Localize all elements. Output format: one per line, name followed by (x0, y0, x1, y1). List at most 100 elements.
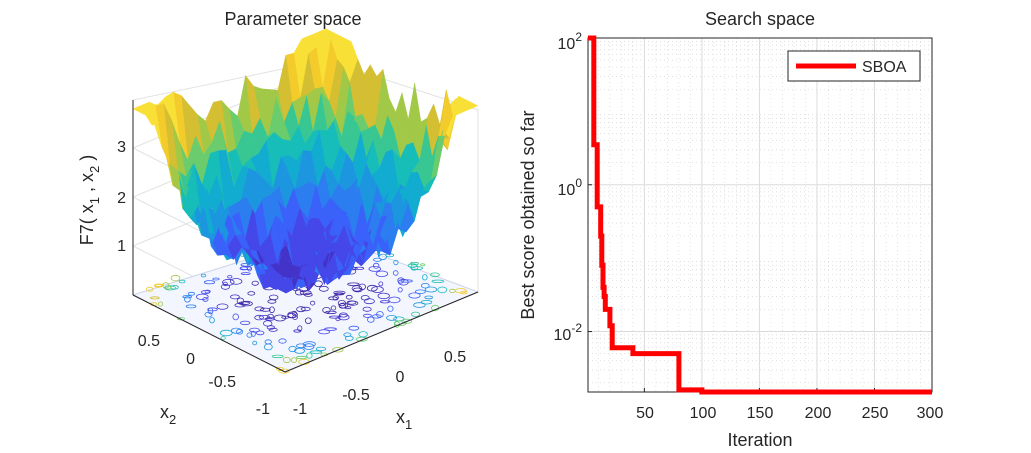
contour-line (328, 296, 338, 301)
z-tick-label: 2 (117, 190, 126, 207)
contour-line (392, 270, 399, 276)
surface-axes (132, 100, 479, 373)
contour-line (393, 259, 399, 266)
contour-line (269, 294, 279, 301)
contour-line (207, 307, 214, 315)
contour-line (178, 279, 186, 284)
contour-line (229, 294, 240, 300)
contour-line (278, 338, 287, 344)
contour-line (393, 320, 407, 327)
contour-line (154, 283, 163, 288)
y-axis-label-main: x (160, 402, 169, 422)
y-tick-label: 0 (186, 351, 195, 368)
contour-line (249, 327, 260, 333)
contour-line (273, 314, 287, 322)
contour-line (408, 292, 421, 299)
contour-line (348, 325, 360, 331)
contour-line (358, 331, 368, 338)
contour-line (421, 274, 428, 281)
contour-line (378, 253, 387, 261)
contour-line (219, 329, 233, 337)
contour-line (371, 314, 382, 319)
x-tick-label: 50 (636, 405, 654, 422)
contour-line (324, 327, 337, 331)
contour-line (330, 305, 337, 311)
z-label-prefix: F7( x (77, 204, 97, 245)
x-ticks: -1 -0.5 0 0.5 (293, 349, 466, 418)
contour-line (354, 266, 365, 270)
contour-line (170, 274, 181, 282)
contour-line (397, 277, 405, 284)
convergence-chart: Search space 102 100 10-2 50 100 150 200… (518, 9, 943, 450)
contour-line (424, 286, 438, 293)
contour-line (302, 341, 316, 347)
contour-line (437, 286, 448, 294)
contour-line (232, 313, 239, 321)
contour-line (300, 306, 311, 312)
contour-line (420, 263, 426, 267)
contour-line (352, 287, 363, 293)
contour-line (187, 291, 195, 296)
y-tick-label: 0.5 (138, 333, 160, 350)
contour-line (303, 343, 315, 350)
contour-line (230, 327, 242, 334)
contour-line (251, 280, 259, 286)
contour-line (282, 356, 291, 364)
contour-line (288, 345, 297, 353)
contour-line (338, 302, 349, 309)
contour-line (264, 317, 275, 321)
contour-line (297, 325, 303, 332)
contour-line (337, 314, 350, 321)
contour-line (367, 316, 375, 323)
contour-line (431, 279, 445, 283)
contour-line (290, 357, 298, 363)
contour-line (162, 282, 170, 289)
contour-line (256, 330, 265, 336)
contour-line (264, 339, 272, 345)
contour-line (247, 291, 256, 296)
contour-line (268, 306, 275, 314)
legend-label: SBOA (862, 59, 907, 76)
contour-line (424, 295, 434, 300)
z-label-sub1: 1 (87, 197, 102, 204)
contour-line (420, 283, 430, 289)
y-axis-line (132, 294, 286, 373)
z-label-mid: , x (77, 173, 97, 197)
contour-line (220, 283, 230, 290)
contour-line (304, 317, 312, 324)
x-tick-label: 100 (690, 405, 717, 422)
contour-line (386, 314, 398, 321)
minor-grid (588, 38, 932, 392)
contour-line (268, 327, 278, 332)
contour-line (407, 263, 418, 268)
contour-line (227, 275, 233, 279)
contour-line (246, 332, 253, 338)
x-tick-label: 300 (917, 405, 944, 422)
x-tick-labels: 50 100 150 200 250 300 (636, 405, 943, 422)
contour-line (202, 297, 209, 302)
contour-line (409, 261, 419, 266)
y-tick-exp: 0 (575, 176, 582, 190)
contour-line (209, 317, 215, 324)
x-tick-label: 0 (396, 369, 405, 386)
surface-mesh (132, 28, 479, 294)
contour-line (266, 325, 276, 330)
sboa-series-line (588, 35, 932, 395)
contour-line (324, 310, 337, 315)
contour-line (371, 286, 384, 293)
contour-line (204, 289, 211, 294)
contour-line (328, 315, 341, 319)
contour-line (362, 313, 372, 318)
contour-line (373, 262, 380, 269)
x-tick-label: -1 (293, 401, 307, 418)
contour-line (203, 280, 216, 285)
contour-line (299, 290, 312, 296)
z-label-suffix: ) (77, 155, 97, 166)
y-tick-label: -1 (256, 401, 270, 418)
contour-line (157, 301, 163, 307)
y-axis-label-sub: 2 (169, 412, 176, 427)
y-tick-label: -0.5 (208, 374, 236, 391)
contour-line (259, 307, 271, 312)
y-tick-base: 10 (558, 182, 576, 199)
x-tick-label: 0.5 (444, 349, 466, 366)
